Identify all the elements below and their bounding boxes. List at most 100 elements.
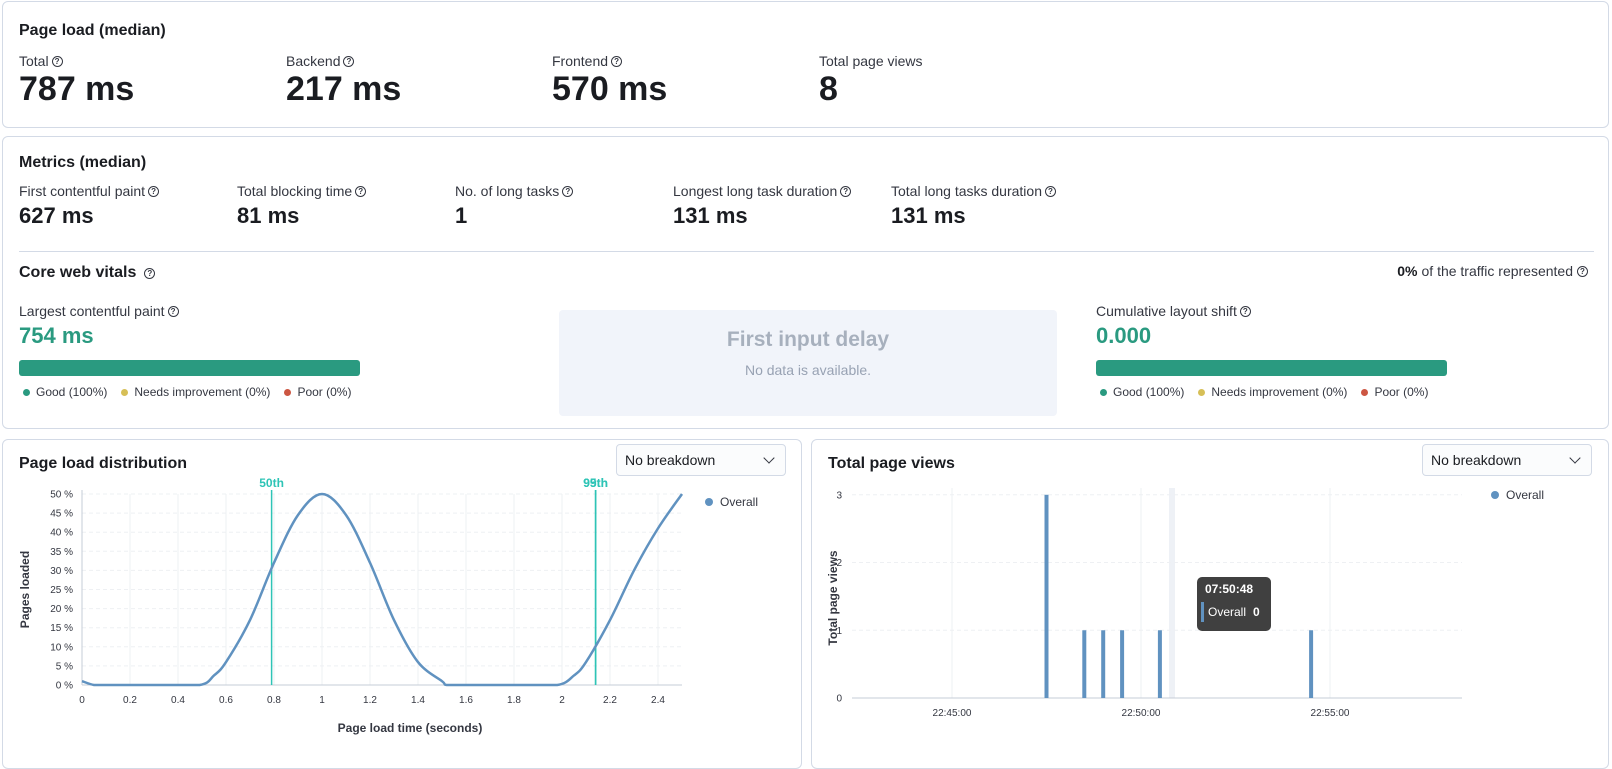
core-web-vitals-title-text: Core web vitals	[19, 264, 137, 281]
x-tick-label: 0.2	[123, 695, 137, 706]
x-tick-label: 2.2	[603, 695, 617, 706]
long-tasks-label-text: No. of long tasks	[455, 183, 560, 199]
percentile-label: 50th	[259, 476, 284, 490]
tooltip-value: 0	[1253, 605, 1260, 619]
legend-needs: Needs improvement (0%)	[121, 385, 270, 399]
help-icon[interactable]: ?	[1577, 265, 1588, 277]
page-views-value: 8	[819, 70, 838, 108]
y-tick-label: 1	[836, 626, 842, 637]
page-views-title: Total page views	[828, 455, 955, 472]
x-axis-title: Page load time (seconds)	[338, 721, 483, 735]
lcp-good-bar[interactable]	[19, 360, 360, 376]
lcp-label-text: Largest contentful paint	[19, 303, 165, 319]
y-tick-label: 30 %	[50, 566, 73, 577]
y-tick-label: 25 %	[50, 585, 73, 596]
hover-band	[1169, 488, 1175, 698]
percentile-label: 95th	[583, 476, 608, 490]
y-axis-title: Total page views	[826, 550, 840, 645]
good-dot-icon	[23, 388, 30, 396]
breakdown-value: No breakdown	[1431, 452, 1522, 468]
y-tick-label: 20 %	[50, 604, 73, 615]
help-icon[interactable]: ?	[167, 305, 179, 317]
x-tick-label: 22:50:00	[1122, 708, 1161, 719]
total-value: 787 ms	[19, 70, 135, 108]
help-icon[interactable]: ?	[840, 185, 852, 197]
page-views-label: Total page views	[819, 53, 923, 69]
y-tick-label: 0	[836, 694, 842, 705]
x-tick-label: 1	[319, 695, 325, 706]
long-tasks-label: No. of long tasks?	[455, 183, 574, 199]
page-views-chart: 0 1 2 3 22:45:00 22:50:00 22:55:00 Total page v…	[826, 488, 1544, 719]
legend-dot-icon	[1491, 491, 1499, 499]
legend-good: Good (100%)	[1100, 385, 1184, 399]
x-tick-label: 0	[79, 695, 85, 706]
legend-good: Good (100%)	[23, 385, 107, 399]
help-icon[interactable]: ?	[148, 185, 160, 197]
cls-good-bar[interactable]	[1096, 360, 1447, 376]
legend-label[interactable]: Overall	[1506, 488, 1544, 502]
legend-dot-icon	[705, 498, 713, 506]
y-tick-label: 0 %	[56, 681, 73, 692]
x-tick-label: 1.8	[507, 695, 521, 706]
total-long-tasks-label-text: Total long tasks duration	[891, 183, 1042, 199]
page-views-breakdown-select[interactable]: No breakdown	[1422, 444, 1592, 476]
legend-needs-text: Needs improvement (0%)	[1211, 385, 1348, 399]
bar[interactable]	[1082, 630, 1087, 698]
help-icon[interactable]: ?	[1044, 185, 1056, 197]
y-tick-label: 45 %	[50, 509, 73, 520]
y-tick-label: 50 %	[50, 490, 73, 501]
poor-dot-icon	[1361, 388, 1369, 396]
distribution-breakdown-select[interactable]: No breakdown	[616, 444, 786, 476]
frontend-label: Frontend?	[552, 53, 623, 69]
total-long-tasks-label: Total long tasks duration?	[891, 183, 1056, 199]
total-long-tasks-value: 131 ms	[891, 203, 966, 228]
distribution-chart: 0 % 5 % 10 % 15 % 20 % 25 % 30 % 35 % 40 % 45 % 50…	[18, 476, 758, 735]
help-icon[interactable]: ?	[343, 55, 355, 67]
total-label: Total?	[19, 53, 63, 69]
tbt-label-text: Total blocking time	[237, 183, 353, 199]
y-axis-title: Pages loaded	[18, 551, 32, 628]
x-tick-label: 22:55:00	[1311, 708, 1350, 719]
y-tick-label: 3	[836, 490, 842, 501]
fcp-value: 627 ms	[19, 203, 94, 228]
backend-label: Backend?	[286, 53, 355, 69]
percentile-label: 99th	[583, 476, 608, 490]
legend-label[interactable]: Overall	[720, 495, 758, 509]
total-label-text: Total	[19, 53, 49, 69]
legend-good-text: Good (100%)	[36, 385, 108, 399]
backend-label-text: Backend	[286, 53, 341, 69]
page-views-label-text: Total page views	[819, 53, 923, 69]
help-icon[interactable]: ?	[355, 185, 367, 197]
y-tick-label: 2	[836, 558, 842, 569]
help-icon[interactable]: ?	[51, 55, 63, 67]
cls-label-text: Cumulative layout shift	[1096, 303, 1237, 319]
total-page-views-panel: Total page views No breakdown 0 1 2 3 22:45:…	[811, 439, 1609, 769]
bar[interactable]	[1157, 630, 1162, 698]
longest-task-label-text: Longest long task duration	[673, 183, 838, 199]
bar[interactable]	[1101, 630, 1106, 698]
x-tick-label: 1.6	[459, 695, 473, 706]
help-icon[interactable]: ?	[1239, 305, 1251, 317]
help-icon[interactable]: ?	[611, 55, 623, 67]
bar[interactable]	[1309, 630, 1314, 698]
x-tick-label: 22:45:00	[933, 708, 972, 719]
y-tick-label: 5 %	[56, 661, 73, 672]
bar[interactable]	[1120, 630, 1125, 698]
tbt-value: 81 ms	[237, 203, 300, 228]
legend-poor-text: Poor (0%)	[1374, 385, 1429, 399]
page-load-panel: Page load (median) Total? 787 ms Backend…	[2, 1, 1609, 128]
traffic-represented: 0% of the traffic represented ?	[1397, 263, 1588, 279]
fcp-label-text: First contentful paint	[19, 183, 146, 199]
x-tick-label: 0.6	[219, 695, 233, 706]
poor-dot-icon	[284, 388, 292, 396]
fid-title: First input delay	[726, 328, 890, 351]
frontend-label-text: Frontend	[552, 53, 609, 69]
help-icon[interactable]: ?	[562, 185, 574, 197]
chart-tooltip: 07:50:48 Overall 0	[1197, 577, 1271, 631]
tooltip-row: Overall 0	[1197, 600, 1271, 624]
bar[interactable]	[1044, 494, 1049, 698]
page-load-distribution-panel: Page load distribution No breakdown 0 % 5…	[2, 439, 802, 769]
help-icon[interactable]: ?	[144, 267, 156, 279]
cls-value: 0.000	[1096, 323, 1152, 348]
y-tick-label: 10 %	[50, 642, 73, 653]
